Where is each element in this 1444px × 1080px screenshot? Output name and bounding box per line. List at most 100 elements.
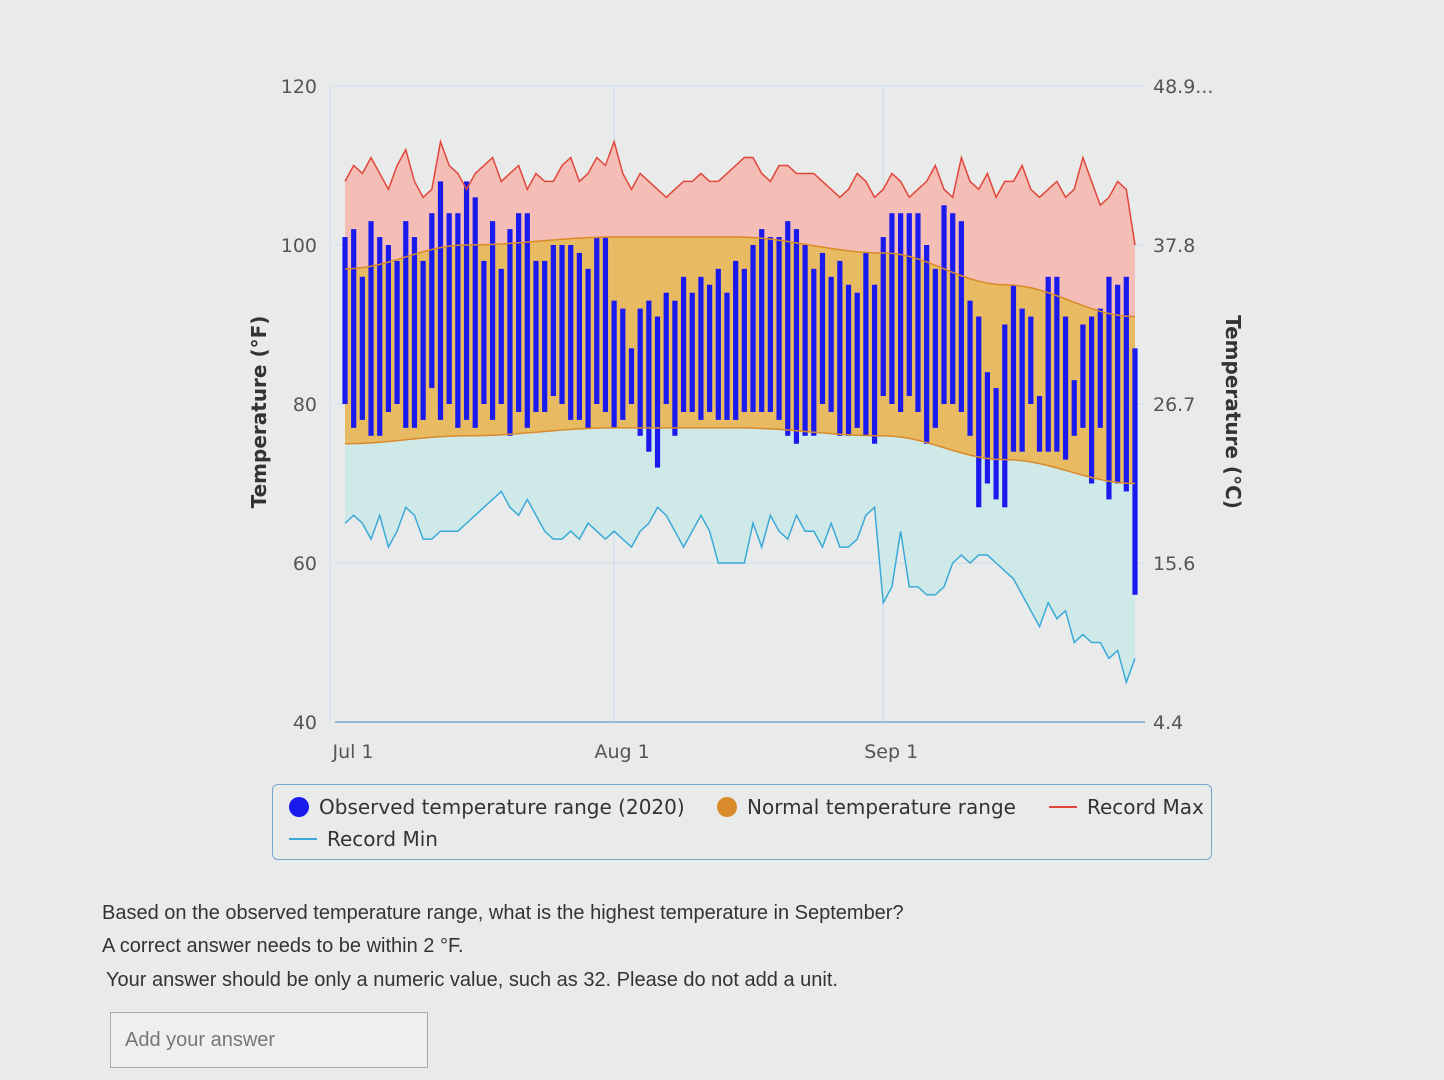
y-tick-right: 48.9... — [1153, 76, 1213, 98]
observed-range-bar — [620, 308, 626, 420]
observed-range-bar — [741, 268, 747, 412]
y-tick-right: 37.8 — [1153, 235, 1195, 257]
observed-range-bar — [932, 268, 938, 428]
tolerance-note: A correct answer needs to be within 2 °F… — [102, 935, 464, 957]
observed-range-bar — [672, 300, 678, 436]
legend-record-max[interactable]: Record Max — [1049, 795, 1204, 819]
observed-range-bar — [663, 292, 669, 404]
observed-range-bar — [698, 276, 704, 420]
normal-high-line — [344, 236, 1136, 318]
observed-range-bar — [411, 237, 418, 428]
answer-input[interactable] — [110, 1012, 428, 1068]
observed-range-bar — [516, 213, 522, 412]
observed-range-bar — [463, 181, 470, 420]
y-tick-left: 120 — [281, 76, 317, 98]
legend-label: Record Max — [1087, 795, 1204, 819]
observed-range-bar — [906, 213, 912, 397]
observed-range-bar — [880, 237, 886, 397]
observed-range-bar — [385, 245, 392, 412]
observed-range-bar — [802, 245, 808, 436]
observed-range-bar — [377, 237, 383, 436]
observed-range-bar — [1019, 308, 1025, 452]
observed-range-bar — [611, 300, 617, 428]
observed-range-bar — [941, 205, 947, 404]
observed-range-bar — [811, 268, 817, 436]
observed-range-bar — [429, 213, 435, 389]
observed-range-bar — [524, 213, 530, 428]
observed-range-bar — [628, 348, 635, 404]
observed-range-bar — [1045, 276, 1051, 452]
blue-dot-icon — [289, 797, 309, 817]
observed-range-bar — [646, 300, 652, 452]
observed-range-bar — [724, 292, 730, 420]
legend-normal[interactable]: Normal temperature range — [717, 795, 1016, 819]
observed-range-bar — [767, 237, 773, 412]
record-min-band — [345, 427, 1135, 683]
record-max-band — [345, 141, 1135, 317]
legend-record-min[interactable]: Record Min — [289, 827, 438, 851]
observed-range-bar — [759, 229, 765, 412]
y-tick-left: 40 — [293, 712, 317, 734]
observed-range-bar — [585, 268, 591, 428]
observed-range-bar — [394, 260, 400, 404]
observed-range-bar — [594, 237, 600, 404]
y-tick-left: 80 — [293, 394, 317, 416]
observed-range-bar — [750, 245, 756, 412]
normal-low-line — [344, 427, 1136, 485]
observed-range-bar — [1097, 308, 1103, 428]
observed-range-bar — [507, 229, 513, 436]
y-tick-right: 15.6 — [1153, 553, 1195, 575]
record-max-line — [344, 138, 1136, 246]
x-tick: Jul 1 — [331, 741, 373, 763]
x-tick: Aug 1 — [595, 741, 650, 763]
observed-range-bar — [420, 260, 426, 420]
observed-range-bar — [576, 252, 582, 420]
observed-range-bar — [950, 213, 956, 404]
observed-range-bar — [828, 276, 834, 412]
observed-range-bar — [845, 284, 852, 436]
observed-range-bar — [924, 245, 930, 444]
y-tick-left: 60 — [293, 553, 317, 575]
observed-range-bar — [1002, 324, 1008, 508]
legend-observed[interactable]: Observed temperature range (2020) — [289, 795, 685, 819]
observed-range-bar — [898, 213, 904, 412]
observed-range-bar — [1132, 348, 1138, 595]
observed-range-bar — [654, 316, 661, 468]
observed-range-bar — [958, 221, 964, 412]
observed-range-bar — [785, 221, 791, 436]
observed-range-bar — [680, 276, 687, 412]
observed-range-bar — [542, 260, 548, 412]
observed-range-bar — [550, 245, 556, 397]
observed-range-bar — [489, 221, 496, 420]
x-tick: Sep 1 — [864, 741, 918, 763]
y-tick-left: 100 — [281, 235, 317, 257]
chart-legend: Observed temperature range (2020) Normal… — [272, 784, 1212, 860]
observed-range-bar — [1036, 396, 1043, 452]
observed-range-bar — [915, 213, 921, 412]
observed-range-bar — [455, 213, 461, 428]
observed-range-bar — [1054, 276, 1060, 452]
observed-range-bar — [498, 268, 504, 404]
y-tick-right: 26.7 — [1153, 394, 1195, 416]
observed-range-bar — [1123, 276, 1129, 492]
observed-range-bar — [776, 237, 782, 420]
observed-range-bar — [533, 260, 539, 412]
y-tick-right: 4.4 — [1153, 712, 1183, 734]
observed-range-bar — [976, 316, 982, 508]
observed-range-bar — [1028, 316, 1034, 404]
observed-range-bar — [1115, 284, 1121, 484]
temperature-chart: 40 4.4 60 15.6 80 26.7 100 37.8 120 48.9... Jul 1 A… — [247, 76, 1245, 763]
legend-label: Record Min — [327, 827, 438, 851]
observed-range-bar — [1106, 276, 1112, 500]
observed-range-bar — [967, 300, 973, 436]
observed-range-bar — [1010, 284, 1017, 452]
observed-range-bar — [733, 260, 739, 420]
format-note: Your answer should be only a numeric val… — [106, 969, 838, 991]
observed-range-bar — [481, 260, 487, 404]
observed-range-bar — [359, 276, 365, 420]
observed-range-bar — [993, 388, 999, 500]
observed-range-bar — [637, 308, 643, 436]
observed-range-bar — [368, 221, 374, 436]
y-axis-title-left: Temperature (°F) — [247, 316, 271, 509]
record-min-line — [344, 490, 1136, 685]
